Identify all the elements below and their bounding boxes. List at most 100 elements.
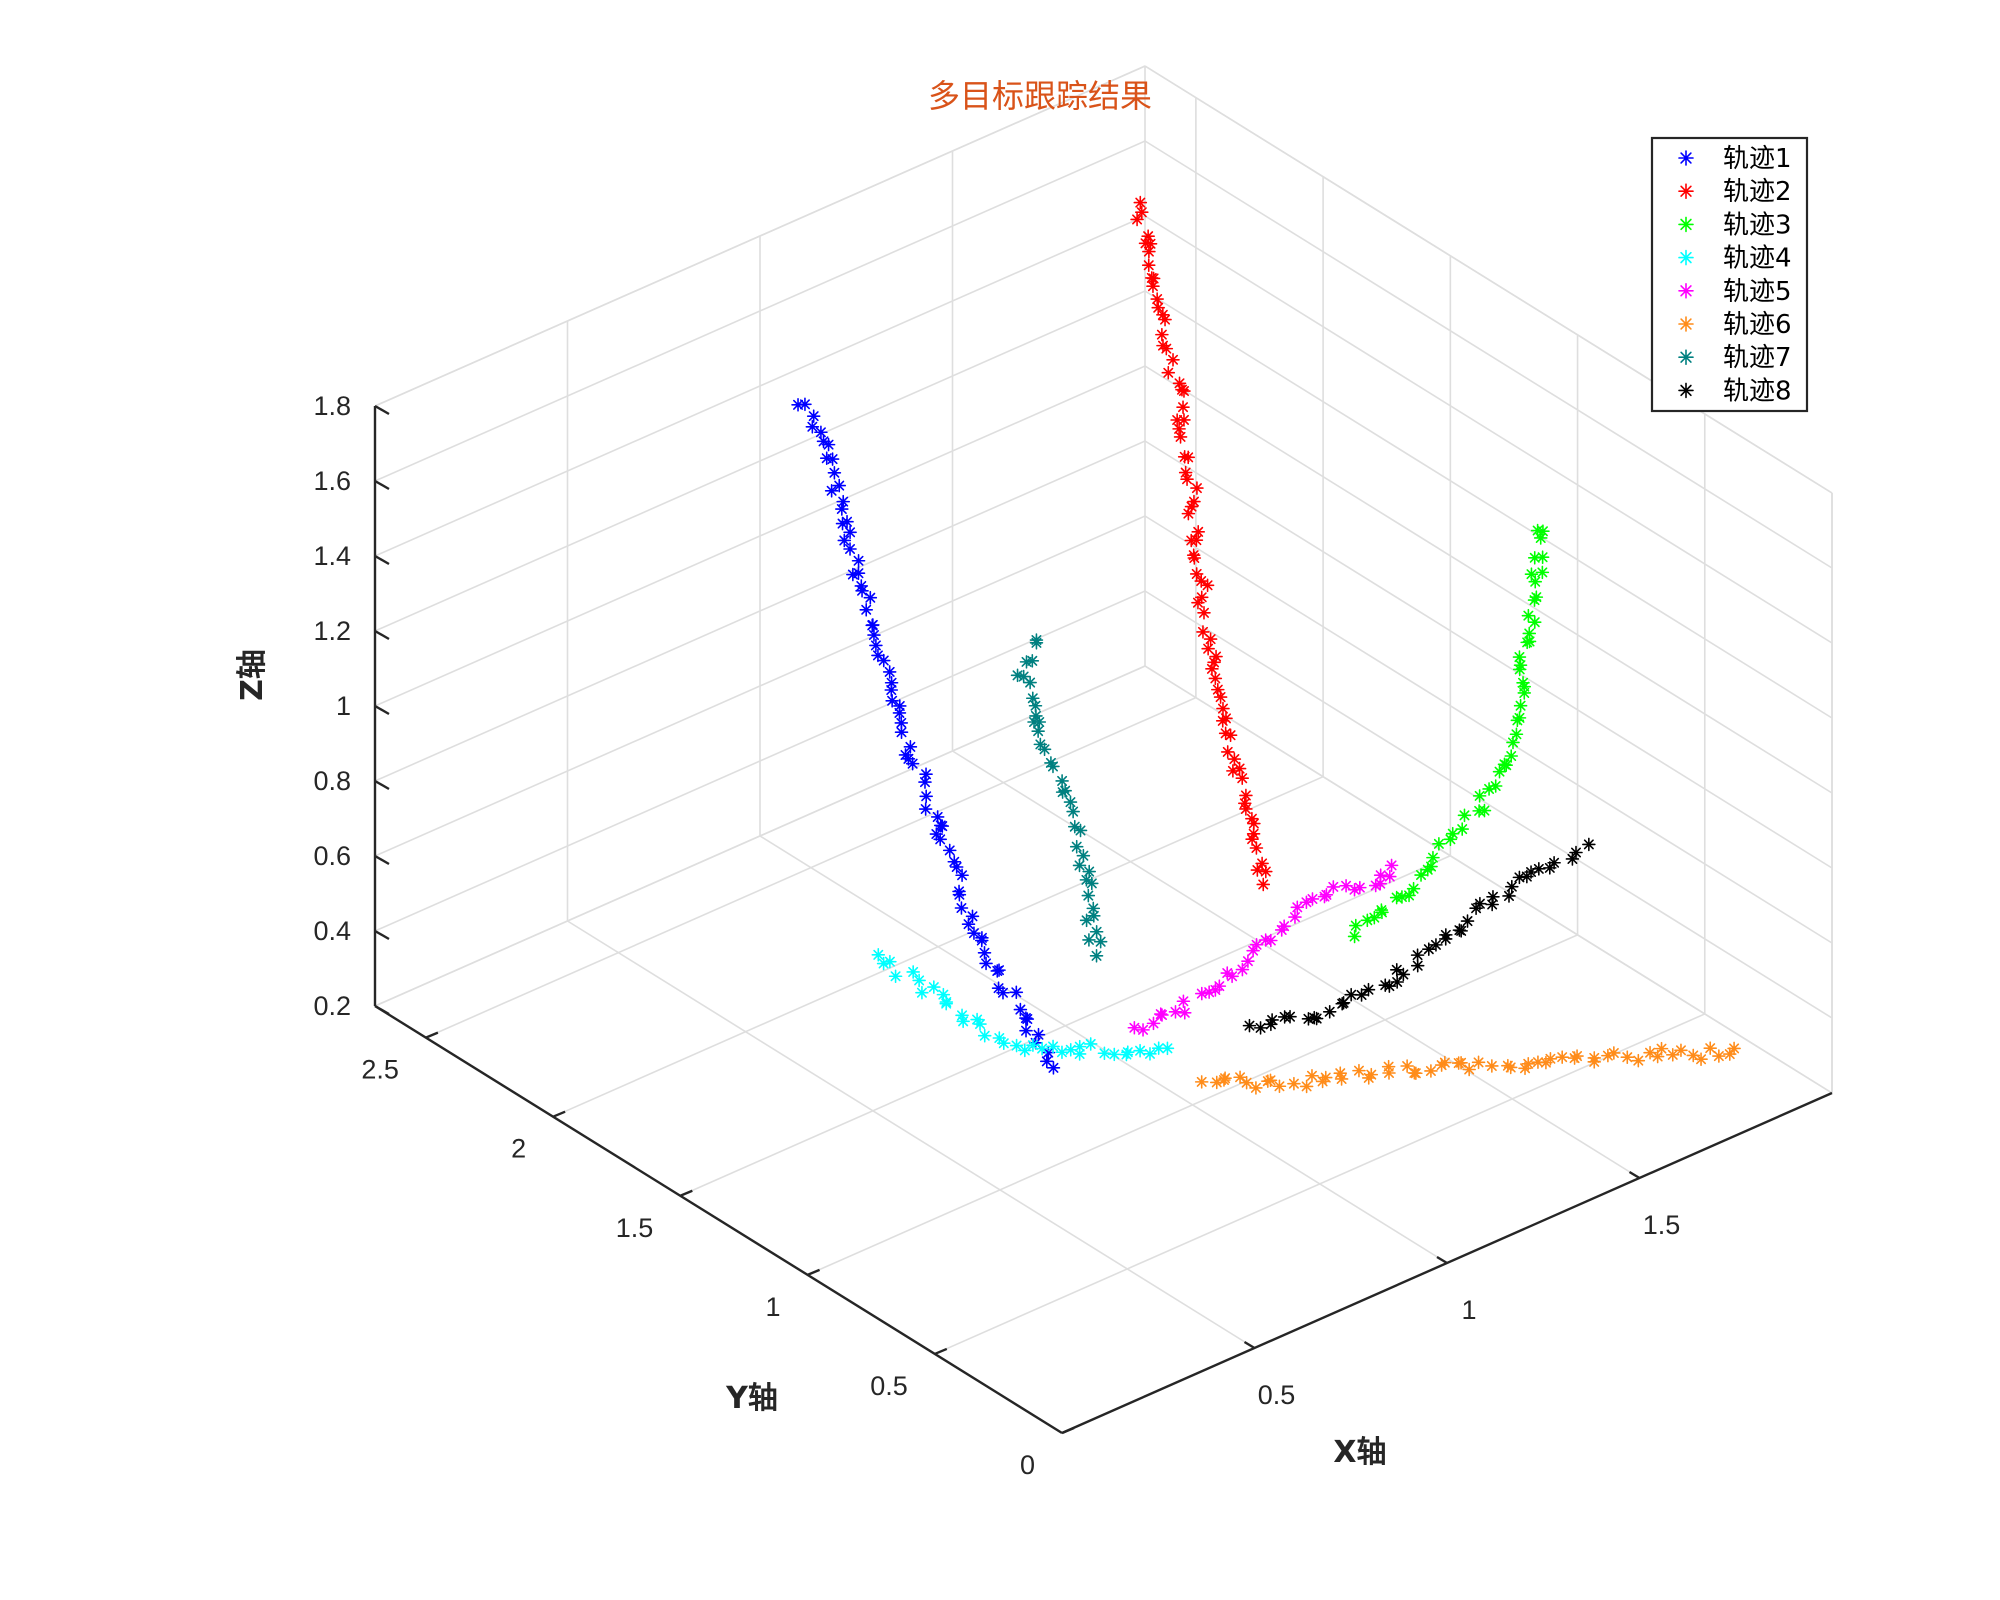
data-point: [1191, 525, 1206, 539]
data-point: [1209, 1075, 1224, 1090]
data-point: [1223, 728, 1238, 742]
data-point: [1020, 1012, 1035, 1026]
data-point: [1089, 949, 1104, 963]
data-point: [819, 451, 834, 466]
data-point: [1141, 229, 1155, 243]
data-point: [1336, 995, 1351, 1010]
data-point: [1246, 943, 1260, 958]
data-point: [1013, 1002, 1028, 1017]
z-tick-label: 0.4: [313, 916, 351, 946]
data-point: [1194, 574, 1209, 588]
legend-item[interactable]: 轨迹5: [1678, 277, 1792, 307]
data-point: [1016, 669, 1031, 684]
chart-title: 多目标跟踪结果: [928, 77, 1152, 115]
data-point: [836, 494, 851, 509]
data-point: [1010, 668, 1025, 683]
data-point: [1674, 1043, 1688, 1058]
data-point: [952, 887, 967, 902]
grid-line: [680, 855, 1451, 1197]
data-point: [1462, 1062, 1476, 1077]
data-point: [1722, 1047, 1737, 1061]
data-point: [1389, 962, 1404, 977]
data-point: [888, 969, 903, 984]
legend-item[interactable]: 轨迹8: [1678, 376, 1792, 406]
data-point: [1587, 1055, 1602, 1069]
data-points: [791, 195, 1741, 1095]
data-point: [1233, 1070, 1247, 1085]
z-tick-label: 0.2: [313, 991, 351, 1021]
data-point: [1155, 327, 1169, 342]
data-point: [1197, 606, 1211, 620]
x-tick-label: 1: [1461, 1295, 1476, 1325]
data-point: [1172, 422, 1186, 436]
data-point: [1180, 472, 1194, 487]
data-point: [1255, 856, 1269, 871]
data-point: [1161, 365, 1176, 380]
legend-item[interactable]: 轨迹3: [1678, 210, 1792, 240]
x-axis-label: X轴: [1333, 1435, 1386, 1470]
data-point: [1158, 312, 1172, 327]
data-point: [936, 987, 951, 1002]
legend-item[interactable]: 轨迹6: [1678, 310, 1792, 340]
data-point: [1181, 506, 1196, 521]
data-point: [843, 542, 857, 556]
legend-item[interactable]: 轨迹1: [1678, 144, 1792, 174]
data-point: [1196, 625, 1210, 639]
data-point: [1299, 895, 1314, 910]
data-point: [805, 419, 820, 434]
data-point: [918, 802, 933, 816]
data-point: [992, 963, 1006, 977]
data-point: [1249, 841, 1264, 855]
data-point: [1643, 1045, 1657, 1060]
data-point: [1620, 1050, 1635, 1064]
data-point: [1420, 862, 1435, 877]
box-edge: [1144, 665, 1833, 1094]
data-point: [1143, 1047, 1157, 1061]
y-tick-label: 0: [1020, 1450, 1035, 1480]
data-point: [973, 1017, 987, 1031]
data-point: [1527, 593, 1542, 607]
grid-line: [952, 750, 1640, 1179]
grid-line: [1144, 290, 1833, 719]
legend-item[interactable]: 轨迹4: [1678, 244, 1792, 274]
legend-marker: [1678, 283, 1694, 299]
data-point: [1208, 671, 1223, 686]
data-point: [927, 980, 941, 994]
z-tick: [374, 404, 390, 416]
data-point: [1650, 1049, 1665, 1064]
data-point: [1457, 808, 1472, 823]
data-point: [1497, 757, 1512, 772]
data-point: [1333, 1066, 1348, 1080]
data-point: [894, 725, 909, 740]
z-tick: [374, 554, 390, 566]
legend-label: 轨迹5: [1723, 277, 1792, 307]
data-point: [1274, 923, 1289, 937]
data-point: [1177, 1005, 1192, 1020]
data-point: [1382, 1066, 1396, 1080]
z-tick: [374, 929, 390, 941]
data-point: [955, 1008, 969, 1023]
data-point: [1087, 909, 1101, 923]
data-point: [1512, 650, 1527, 664]
data-point: [867, 628, 881, 642]
data-point: [996, 1036, 1011, 1051]
series-3: [1347, 523, 1550, 944]
data-point: [1202, 985, 1216, 999]
data-point: [1522, 626, 1537, 641]
legend-item[interactable]: 轨迹7: [1678, 343, 1792, 373]
data-point: [1429, 938, 1443, 952]
data-point: [1205, 662, 1219, 676]
z-tick: [374, 629, 390, 641]
y-tick-label: 2: [511, 1134, 526, 1164]
legend-item[interactable]: 轨迹2: [1678, 177, 1792, 207]
data-point: [1488, 779, 1503, 793]
data-point: [1277, 1010, 1292, 1024]
data-point: [1486, 890, 1500, 904]
data-point: [885, 693, 899, 708]
data-point: [1384, 858, 1399, 873]
data-point: [1209, 649, 1223, 664]
data-point: [1247, 816, 1261, 831]
data-point: [1326, 880, 1341, 894]
data-point: [979, 956, 993, 971]
